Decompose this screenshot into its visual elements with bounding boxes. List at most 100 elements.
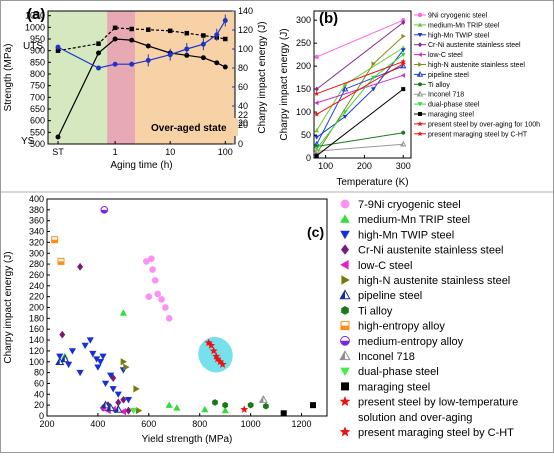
- legend-c-marker-4: [340, 260, 349, 270]
- legend-c-label-9: medium-entropy alloy: [358, 336, 464, 348]
- series-a-2-line: [57, 20, 226, 69]
- legend-c-marker-11: [340, 367, 350, 376]
- ytick-label-a-2: 600: [30, 116, 45, 126]
- legend-b-marker-3: [418, 42, 422, 48]
- ytick-label-c-6: 120: [29, 346, 44, 356]
- panel-c-frame: [46, 198, 328, 417]
- ytick-label-a-11: 1050: [25, 11, 45, 21]
- point-a-1-8: [214, 60, 220, 66]
- legend-b-marker-4: [417, 52, 422, 57]
- point-c-14-5: [216, 357, 225, 366]
- ytick-label-a-10: 1000: [25, 22, 45, 32]
- legend-c-marker-15: [339, 426, 351, 437]
- point-a-2-9: [222, 18, 228, 23]
- legend-b-marker-9: [417, 102, 423, 107]
- point-a-2-8: [214, 32, 220, 38]
- point-c-5-1: [123, 363, 130, 371]
- panel-c: 0204060801001201401601802002202402602803…: [3, 194, 518, 445]
- point-c-2-9: [96, 359, 105, 366]
- legend-c-label-4: low-C steel: [358, 260, 412, 272]
- point-c-0-2: [149, 266, 156, 273]
- ytick-label-c-10: 200: [29, 303, 44, 313]
- point-c-1-2: [165, 401, 173, 408]
- point-c-7-1: [222, 401, 229, 409]
- legend-b-label-10: maraging steel: [428, 112, 474, 119]
- legend-c-marker-2: [340, 230, 350, 240]
- panel-a-frame: [47, 10, 236, 145]
- point-c-6-3: [106, 403, 116, 412]
- ytick-label-c-3: 60: [34, 378, 44, 388]
- point-a-0-5: [167, 28, 173, 34]
- point-a-0-6: [184, 30, 190, 36]
- point-c-6-1: [60, 354, 70, 363]
- point-a-0-7: [201, 33, 206, 38]
- point-c-5-3: [135, 406, 143, 415]
- ytick-label-c-12: 240: [29, 281, 44, 291]
- legend-b-marker-1: [417, 22, 423, 27]
- panel-c-legend: 7-9Ni cryogenic steel medium-Mn TRIP stee…: [339, 199, 518, 439]
- point-c-2-11: [101, 380, 110, 388]
- legend-c-label-11: dual-phase steel: [358, 366, 439, 378]
- ytick-label-b-4: 200: [296, 61, 311, 71]
- ytick-label-a-9: 950: [30, 34, 45, 44]
- ytick-label-b-5: 250: [296, 38, 311, 48]
- point-b-6-2: [399, 62, 407, 69]
- xtick-label-a-0: ST: [52, 147, 64, 157]
- point-b-3-1: [401, 19, 406, 26]
- point-c-0-4: [154, 290, 162, 298]
- legend-c-label-14: solution and over-aging: [358, 412, 472, 424]
- point-c-4-3: [119, 408, 127, 416]
- point-c-2-7: [93, 356, 101, 363]
- point-c-3-0: [59, 330, 66, 339]
- series-b-9-line: [316, 54, 404, 150]
- xtick-label-c-3: 800: [192, 419, 207, 429]
- point-b-10-1: [401, 87, 406, 92]
- legend-b-label-4: low-C steel: [428, 52, 463, 59]
- point-a-0-3: [129, 26, 134, 32]
- point-c-6-1-fill: [61, 355, 65, 362]
- point-c-5-0: [120, 358, 127, 366]
- panel-b-ticks: 0 50 100 150 200 250 300 100 200 300: [296, 15, 411, 171]
- legend-c-marker-10: [339, 350, 351, 361]
- ytick-label-c-7: 140: [29, 335, 44, 345]
- point-c-3-1: [77, 262, 84, 271]
- point-b-0-0: [314, 54, 319, 60]
- point-c-2-3: [76, 369, 84, 377]
- point-c-0-8: [145, 293, 153, 300]
- legend-b-label-12: present maraging steel by C-HT: [428, 131, 528, 138]
- legend-c-label-6: pipeline steel: [358, 290, 422, 302]
- point-c-6-2: [101, 400, 111, 409]
- legend-c-label-1: medium-Mn TRIP steel: [358, 214, 470, 226]
- legend-b-label-3: Cr-Ni austenite stainless steel: [428, 42, 521, 49]
- point-c-14-0: [204, 338, 213, 347]
- point-b-9-1: [342, 110, 348, 115]
- point-c-8-1-fill: [58, 261, 64, 265]
- point-c-6-4: [113, 404, 123, 413]
- xtick-label-b-1: 200: [357, 161, 372, 171]
- ytick-label-c-2: 40: [34, 389, 44, 399]
- ytick-label-ar-7: 140: [238, 6, 253, 16]
- xtick-label-a-2: 10: [165, 147, 175, 157]
- point-b-9-3: [400, 52, 406, 58]
- panel-b-frame: [313, 10, 412, 159]
- series-b-0-line: [316, 19, 404, 58]
- point-c-12-0: [280, 410, 287, 417]
- point-c-3-2: [110, 374, 117, 382]
- point-c-2-2: [68, 348, 77, 355]
- legend-c-label-10: Inconel 718: [358, 351, 415, 363]
- point-c-14-6: [218, 360, 227, 368]
- ytick-label-a-0: 500: [30, 139, 45, 149]
- series-b-12-line: [316, 63, 404, 115]
- point-a-1-9: [222, 64, 228, 70]
- xtick-label-b-0: 100: [318, 161, 333, 171]
- point-c-2-6: [89, 350, 97, 358]
- point-c-1-3: [173, 404, 181, 411]
- series-a-0-line: [57, 27, 226, 52]
- point-b-9-2: [370, 75, 376, 81]
- right-break-tick-20: 20: [238, 118, 248, 128]
- legend-c-marker-9: [340, 335, 350, 346]
- ytick-label-ar-0: 0: [238, 139, 243, 149]
- point-c-0-6: [162, 304, 169, 311]
- legend-b-label-0: 9Ni cryogenic steel: [428, 13, 488, 20]
- point-c-6-0-fill: [56, 358, 60, 365]
